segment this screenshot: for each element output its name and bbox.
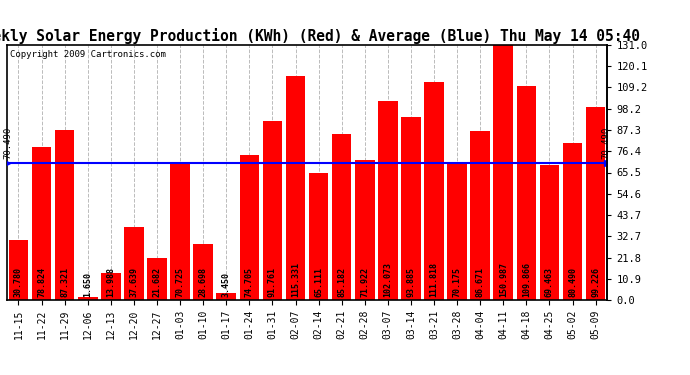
Text: 111.818: 111.818 — [430, 262, 439, 297]
Text: 91.761: 91.761 — [268, 267, 277, 297]
Bar — [401, 117, 421, 300]
Text: 13.988: 13.988 — [106, 267, 115, 297]
Text: 115.331: 115.331 — [291, 262, 300, 297]
Bar — [263, 122, 282, 300]
Bar — [493, 6, 513, 300]
Text: 109.866: 109.866 — [522, 262, 531, 297]
Bar — [309, 173, 328, 300]
Text: 78.824: 78.824 — [37, 267, 46, 297]
Bar — [217, 293, 236, 300]
Text: 150.987: 150.987 — [499, 262, 508, 297]
Bar — [32, 147, 51, 300]
Text: 86.671: 86.671 — [475, 267, 484, 297]
Text: 85.182: 85.182 — [337, 267, 346, 297]
Bar — [563, 143, 582, 300]
Bar — [447, 164, 467, 300]
Bar — [101, 273, 121, 300]
Bar — [170, 162, 190, 300]
Bar — [9, 240, 28, 300]
Text: 28.698: 28.698 — [199, 267, 208, 297]
Text: 80.490: 80.490 — [568, 267, 577, 297]
Text: 93.885: 93.885 — [406, 267, 415, 297]
Text: 87.321: 87.321 — [60, 267, 69, 297]
Bar — [540, 165, 560, 300]
Bar — [378, 101, 397, 300]
Text: 71.922: 71.922 — [360, 267, 369, 297]
Bar — [517, 86, 536, 300]
Bar — [586, 107, 605, 300]
Title: Weekly Solar Energy Production (KWh) (Red) & Average (Blue) Thu May 14 05:40: Weekly Solar Energy Production (KWh) (Re… — [0, 28, 640, 44]
Bar — [424, 82, 444, 300]
Bar — [78, 297, 97, 300]
Text: 74.705: 74.705 — [245, 267, 254, 297]
Bar — [355, 160, 375, 300]
Text: 70.175: 70.175 — [453, 267, 462, 297]
Bar — [471, 131, 490, 300]
Bar — [124, 227, 144, 300]
Text: Copyright 2009 Cartronics.com: Copyright 2009 Cartronics.com — [10, 50, 166, 59]
Bar — [55, 130, 75, 300]
Bar — [193, 244, 213, 300]
Text: 37.639: 37.639 — [130, 267, 139, 297]
Text: 65.111: 65.111 — [314, 267, 323, 297]
Text: 70.490: 70.490 — [3, 127, 12, 159]
Text: 30.780: 30.780 — [14, 267, 23, 297]
Text: 21.682: 21.682 — [152, 267, 161, 297]
Text: 70.725: 70.725 — [175, 267, 184, 297]
Text: 3.450: 3.450 — [221, 272, 230, 297]
Bar — [286, 75, 305, 300]
Text: 99.226: 99.226 — [591, 267, 600, 297]
Bar — [147, 258, 167, 300]
Bar — [239, 154, 259, 300]
Text: 70.490: 70.490 — [602, 127, 611, 159]
Bar — [332, 134, 351, 300]
Text: 1.650: 1.650 — [83, 272, 92, 297]
Text: 69.463: 69.463 — [545, 267, 554, 297]
Text: 102.073: 102.073 — [384, 262, 393, 297]
